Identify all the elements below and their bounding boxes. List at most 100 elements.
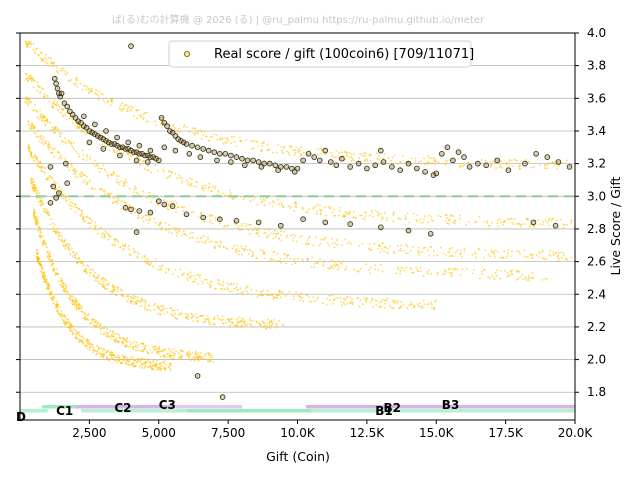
real-point <box>64 103 70 110</box>
bg-point <box>126 300 129 303</box>
bg-point <box>82 311 84 313</box>
bg-point <box>236 244 239 247</box>
bg-point <box>210 190 213 193</box>
real-point <box>438 151 445 157</box>
bg-point <box>207 139 210 142</box>
bg-point <box>330 237 333 240</box>
bg-point <box>52 226 55 228</box>
bg-point <box>47 176 50 179</box>
bg-point <box>275 260 278 263</box>
bg-point <box>239 287 242 289</box>
real-point <box>311 154 318 160</box>
bg-point <box>236 321 239 324</box>
bg-point <box>516 269 518 272</box>
bg-point <box>65 286 68 288</box>
bg-point <box>340 244 343 247</box>
real-point <box>555 159 562 165</box>
bg-point <box>508 160 511 163</box>
bg-point <box>153 309 156 311</box>
bg-point <box>442 273 444 275</box>
bg-point <box>90 187 93 189</box>
bg-point <box>444 162 446 165</box>
bg-point <box>44 53 47 56</box>
bg-point <box>223 226 225 228</box>
bg-point <box>133 297 136 300</box>
bg-point <box>155 348 157 351</box>
bg-point <box>89 155 91 158</box>
bg-point <box>506 255 509 257</box>
bg-point <box>96 344 98 347</box>
bg-point <box>374 209 377 212</box>
bg-point <box>131 362 134 365</box>
bg-point <box>86 155 88 158</box>
bg-point <box>213 315 216 318</box>
bg-point <box>106 192 109 195</box>
bg-point <box>517 277 520 280</box>
bg-point <box>75 308 78 311</box>
bg-point <box>119 246 121 249</box>
bg-point <box>43 120 46 123</box>
bg-point <box>134 207 137 210</box>
bg-point <box>489 163 492 166</box>
bg-point <box>45 278 48 281</box>
bg-point <box>202 185 205 187</box>
bg-point <box>114 240 117 243</box>
bg-point <box>122 244 125 247</box>
bg-point <box>71 146 74 148</box>
bg-point <box>41 271 43 274</box>
bg-point <box>209 219 212 222</box>
bg-point <box>110 356 113 358</box>
bg-point <box>139 300 142 302</box>
bg-point <box>448 268 450 270</box>
bg-point <box>89 349 91 351</box>
bg-point <box>45 244 48 247</box>
real-point <box>183 211 190 218</box>
bg-point <box>239 225 241 227</box>
bg-point <box>518 167 521 170</box>
bg-point <box>64 244 67 246</box>
bg-point <box>137 344 140 346</box>
bg-point <box>484 249 487 252</box>
bg-point <box>37 229 40 232</box>
bg-point <box>218 283 221 286</box>
bg-point <box>97 167 100 170</box>
bg-point <box>102 283 105 286</box>
bg-point <box>74 150 77 153</box>
bg-point <box>60 154 62 157</box>
bg-point <box>32 79 35 82</box>
bg-point <box>136 256 139 259</box>
bg-point <box>424 163 426 166</box>
bg-point <box>104 168 106 171</box>
bg-point <box>42 244 44 247</box>
bg-point <box>317 296 320 299</box>
bg-point <box>325 303 328 306</box>
bg-point <box>291 263 293 266</box>
real-point <box>530 219 537 226</box>
real-point <box>136 208 143 214</box>
bg-point <box>33 159 36 162</box>
bg-point <box>533 166 535 169</box>
bg-point <box>412 212 415 215</box>
bg-point <box>270 232 273 235</box>
bg-point <box>116 202 119 205</box>
real-point <box>377 224 384 231</box>
bg-point <box>160 367 163 370</box>
bg-point <box>82 154 85 157</box>
bg-point <box>48 214 51 217</box>
bg-point <box>75 332 78 335</box>
bg-point <box>222 245 225 248</box>
bg-point <box>274 293 277 295</box>
bg-point <box>113 243 116 246</box>
bg-point <box>408 221 411 224</box>
bg-point <box>273 319 276 321</box>
bg-point <box>256 140 259 143</box>
bg-point <box>396 244 399 247</box>
bg-point <box>178 206 181 209</box>
real-point <box>275 167 281 174</box>
bg-point <box>97 165 99 167</box>
bg-point <box>163 368 166 370</box>
bg-point <box>196 241 198 244</box>
bg-point <box>50 129 52 132</box>
bg-point <box>269 327 271 329</box>
bg-point <box>117 199 120 202</box>
